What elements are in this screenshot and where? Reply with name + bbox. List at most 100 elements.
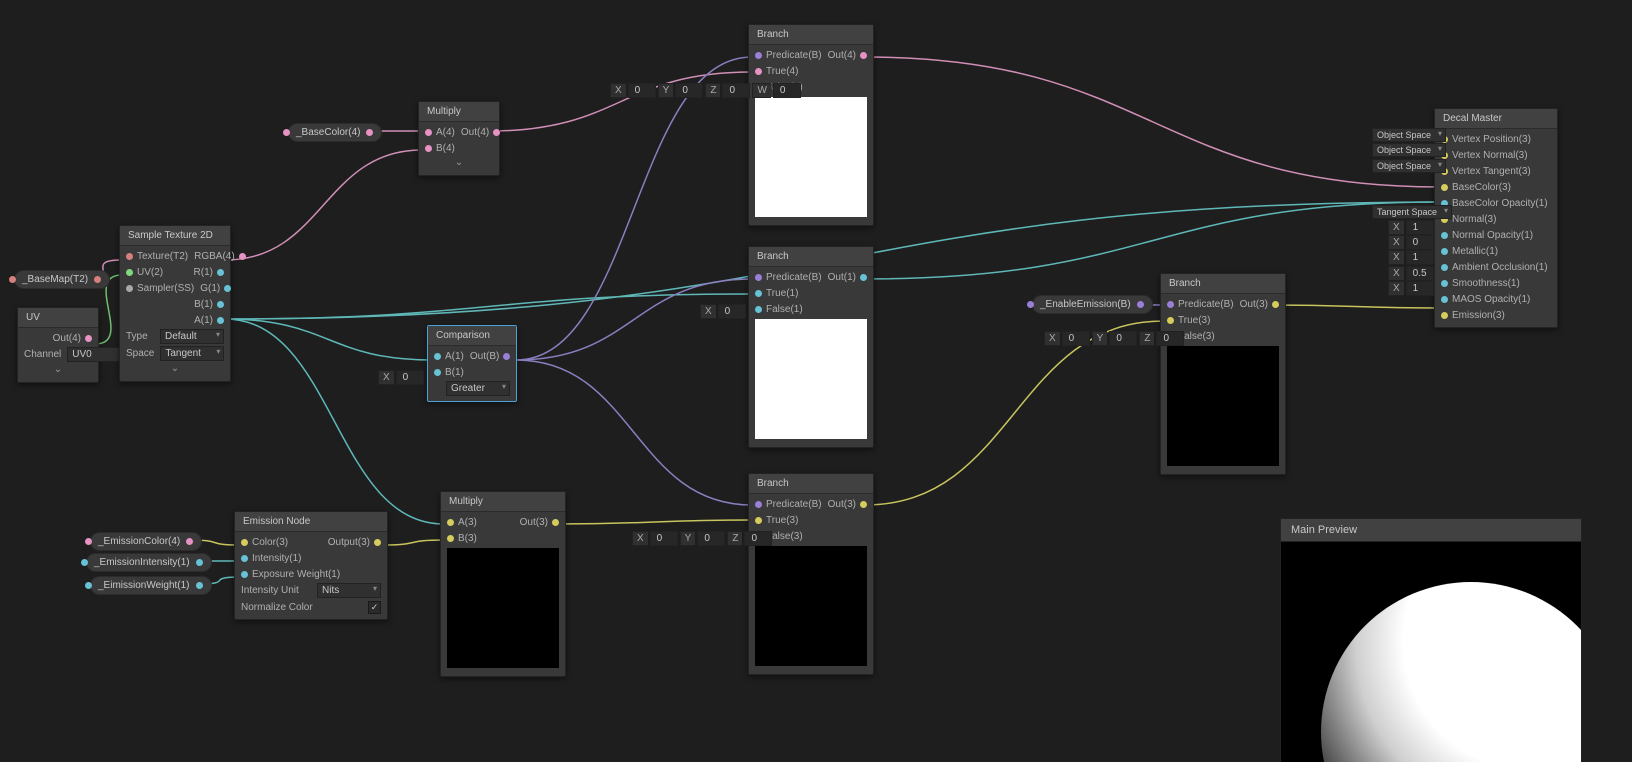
pill-emissionintensity[interactable]: _EmissionIntensity(1): [86, 553, 212, 572]
port-in[interactable]: [755, 501, 762, 508]
port-in[interactable]: [1441, 264, 1448, 271]
inline-vec-branch1-false[interactable]: X0Y0Z0W0: [610, 83, 801, 98]
node-branch-3[interactable]: Branch Predicate(B) Out(3) True(3) False…: [748, 473, 874, 675]
port-out[interactable]: [1027, 301, 1034, 308]
port-out[interactable]: [94, 276, 101, 283]
inline-vec-branch2-false[interactable]: X0: [700, 304, 746, 319]
inline-vec-comparison-b[interactable]: X0: [378, 370, 424, 385]
inline-vec[interactable]: X0: [1388, 235, 1434, 250]
port-in[interactable]: [755, 52, 762, 59]
number-field[interactable]: X0: [700, 304, 746, 319]
port-in[interactable]: [755, 274, 762, 281]
node-emission[interactable]: Emission Node Color(3) Output(3) Intensi…: [234, 511, 388, 620]
pill-emissioncolor[interactable]: _EmissionColor(4): [90, 532, 202, 551]
node-multiply-1[interactable]: Multiply A(4) Out(4) B(4) ⌄: [418, 101, 500, 176]
chevron-down-icon[interactable]: ⌄: [18, 363, 98, 378]
number-field[interactable]: Y0: [658, 83, 704, 98]
inline-vec[interactable]: X1: [1388, 220, 1434, 235]
port-in[interactable]: [1441, 312, 1448, 319]
pill-enableemission[interactable]: _EnableEmission(B): [1032, 295, 1153, 314]
number-field[interactable]: Y0: [1092, 331, 1138, 346]
port-out[interactable]: [493, 129, 500, 136]
node-uv[interactable]: UV Out(4) Channel UV0 ⌄: [17, 307, 99, 383]
port-out[interactable]: [224, 285, 231, 292]
port-in[interactable]: [1441, 184, 1448, 191]
port-in[interactable]: [126, 285, 133, 292]
port-in[interactable]: [755, 68, 762, 75]
number-field[interactable]: X0: [610, 83, 656, 98]
port-in[interactable]: [1441, 232, 1448, 239]
node-comparison[interactable]: Comparison A(1) Out(B) B(1) Greater: [427, 325, 517, 402]
port-out[interactable]: [503, 353, 510, 360]
port-in[interactable]: [1441, 248, 1448, 255]
port-out[interactable]: [85, 582, 92, 589]
port-in[interactable]: [241, 571, 248, 578]
port-in[interactable]: [434, 369, 441, 376]
port-in[interactable]: [425, 145, 432, 152]
node-branch-2[interactable]: Branch Predicate(B) Out(1) True(1) False…: [748, 246, 874, 448]
number-field[interactable]: X0: [1044, 331, 1090, 346]
port-out[interactable]: [860, 274, 867, 281]
number-field[interactable]: Z0: [727, 531, 772, 546]
dropdown-space[interactable]: Tangent: [160, 346, 224, 361]
port-out[interactable]: [217, 269, 224, 276]
port-in[interactable]: [1167, 301, 1174, 308]
port-in[interactable]: [447, 535, 454, 542]
dropdown-space[interactable]: Object Space: [1372, 143, 1446, 157]
inline-vec[interactable]: X0.5: [1388, 266, 1434, 281]
dropdown-compare-mode[interactable]: Greater: [446, 381, 510, 396]
port-out[interactable]: [1272, 301, 1279, 308]
port-in[interactable]: [241, 539, 248, 546]
node-multiply-2[interactable]: Multiply A(3) Out(3) B(3): [440, 491, 566, 677]
port-out[interactable]: [366, 129, 373, 136]
port-in[interactable]: [447, 519, 454, 526]
pill-basemap[interactable]: _BaseMap(T2): [14, 270, 110, 289]
number-field[interactable]: X0: [632, 531, 678, 546]
port-out[interactable]: [239, 253, 246, 260]
port-in[interactable]: [434, 353, 441, 360]
number-field[interactable]: Z0: [705, 83, 750, 98]
number-field[interactable]: Z0: [1139, 331, 1184, 346]
port-in[interactable]: [755, 517, 762, 524]
port-out[interactable]: [196, 559, 203, 566]
port-in[interactable]: [425, 129, 432, 136]
pill-emissionweight[interactable]: _EimissionWeight(1): [90, 576, 212, 595]
port-out[interactable]: [860, 52, 867, 59]
chevron-down-icon[interactable]: ⌄: [120, 362, 230, 377]
port-in[interactable]: [755, 306, 762, 313]
dropdown-space[interactable]: Object Space: [1372, 159, 1446, 173]
port-in[interactable]: [755, 290, 762, 297]
inline-vec-branch4-false[interactable]: X0Y0Z0: [1044, 331, 1184, 346]
inline-vec-branch3-false[interactable]: X0Y0Z0: [632, 531, 772, 546]
port-out[interactable]: [85, 335, 92, 342]
dropdown-space[interactable]: Tangent Space: [1372, 205, 1452, 219]
number-field[interactable]: X0: [378, 370, 424, 385]
port-in[interactable]: [126, 269, 133, 276]
port-out[interactable]: [9, 276, 16, 283]
node-branch-4[interactable]: Branch Predicate(B) Out(3) True(3) False…: [1160, 273, 1286, 475]
main-preview-panel[interactable]: Main Preview: [1280, 518, 1582, 762]
chevron-down-icon[interactable]: ⌄: [419, 156, 499, 171]
pill-basecolor[interactable]: _BaseColor(4): [288, 123, 382, 142]
number-field[interactable]: W0: [752, 83, 800, 98]
port-out[interactable]: [196, 582, 203, 589]
port-out[interactable]: [81, 559, 88, 566]
port-out[interactable]: [283, 129, 290, 136]
node-graph-canvas[interactable]: _BaseColor(4) _BaseMap(T2) _EmissionColo…: [0, 0, 1632, 762]
inline-vec[interactable]: X1: [1388, 250, 1434, 265]
port-in[interactable]: [126, 253, 133, 260]
dropdown-space[interactable]: Object Space: [1372, 128, 1446, 142]
dropdown-intensity-unit[interactable]: Nits: [317, 583, 381, 598]
port-in[interactable]: [1441, 296, 1448, 303]
port-out[interactable]: [552, 519, 559, 526]
node-sample-texture-2d[interactable]: Sample Texture 2D Texture(T2) RGBA(4) UV…: [119, 225, 231, 382]
inline-vec[interactable]: X1: [1388, 281, 1434, 296]
port-out[interactable]: [374, 539, 381, 546]
port-in[interactable]: [1441, 280, 1448, 287]
node-decal-master[interactable]: Decal Master Vertex Position(3)Vertex No…: [1434, 108, 1558, 328]
port-in[interactable]: [1167, 317, 1174, 324]
port-out[interactable]: [217, 317, 224, 324]
port-out[interactable]: [85, 538, 92, 545]
port-out[interactable]: [217, 301, 224, 308]
port-out[interactable]: [860, 501, 867, 508]
